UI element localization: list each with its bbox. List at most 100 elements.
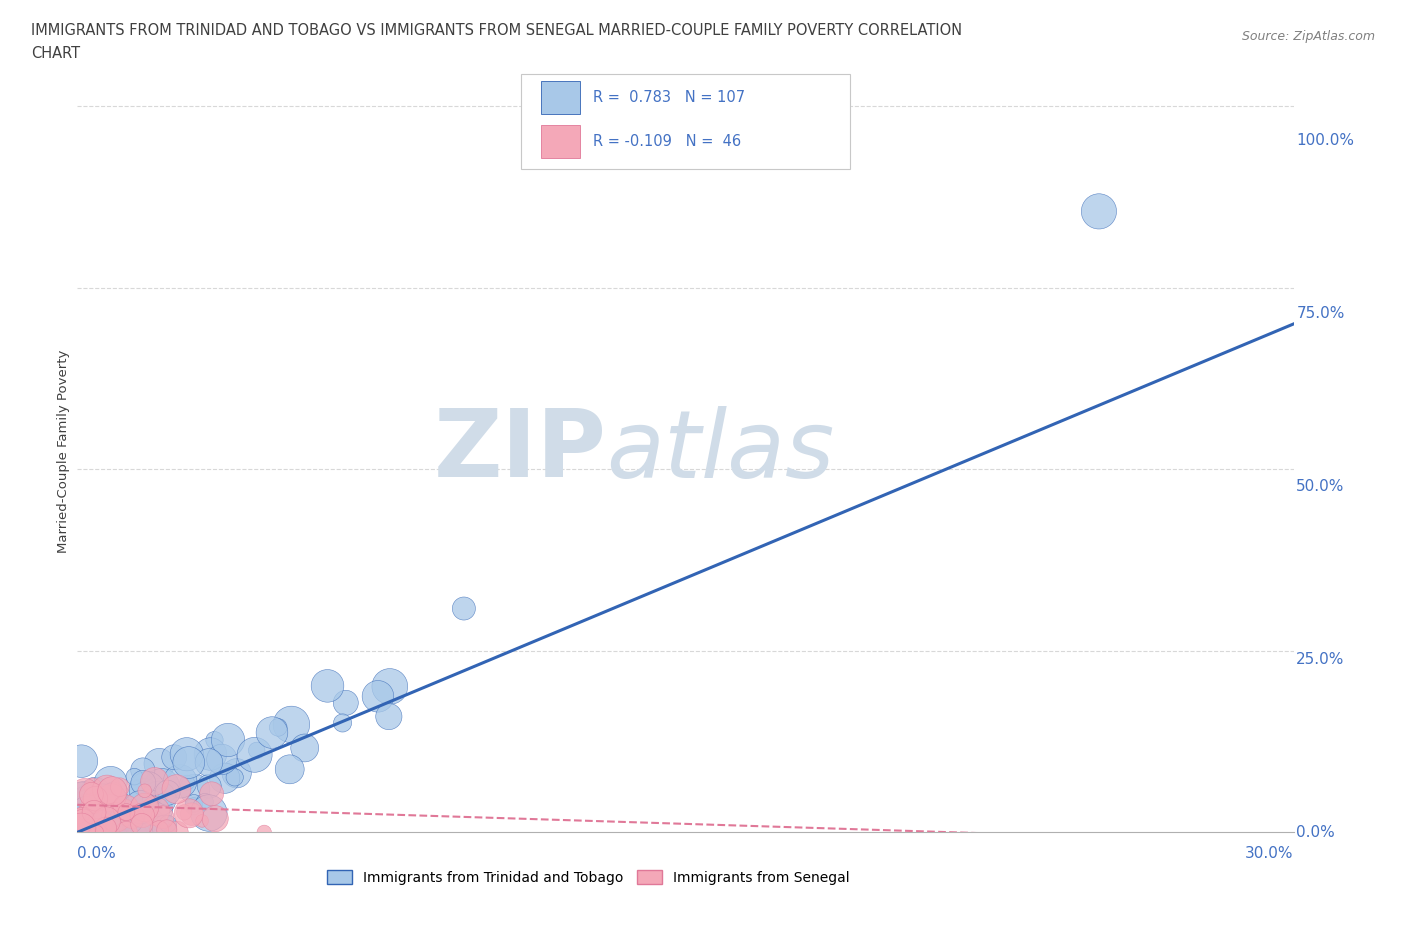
Point — [280, 717, 302, 732]
Point — [134, 800, 156, 815]
Point — [118, 804, 141, 818]
Point — [153, 820, 176, 835]
Point — [110, 791, 132, 806]
Point — [86, 825, 108, 840]
Point — [84, 791, 107, 806]
Point — [224, 770, 246, 785]
Point — [86, 822, 108, 837]
Point — [72, 814, 94, 829]
Point — [148, 803, 170, 817]
Point — [378, 709, 401, 724]
Point — [75, 805, 97, 820]
Point — [108, 779, 131, 794]
Point — [332, 715, 354, 730]
Text: 0.0%: 0.0% — [1296, 825, 1336, 840]
Point — [146, 819, 169, 834]
Point — [197, 805, 219, 820]
Point — [86, 825, 108, 840]
Point — [294, 740, 316, 755]
Point — [93, 825, 115, 840]
FancyBboxPatch shape — [541, 125, 579, 158]
Text: R =  0.783   N = 107: R = 0.783 N = 107 — [593, 90, 745, 105]
Point — [148, 791, 170, 806]
Point — [225, 765, 247, 780]
Point — [70, 825, 93, 840]
Point — [101, 825, 124, 840]
Point — [86, 817, 108, 832]
Point — [253, 825, 276, 840]
Point — [70, 792, 93, 807]
Point — [73, 788, 96, 803]
Text: CHART: CHART — [31, 46, 80, 61]
Text: 50.0%: 50.0% — [1296, 479, 1344, 494]
Point — [83, 825, 105, 840]
Point — [194, 794, 217, 809]
Point — [152, 810, 174, 825]
Point — [70, 825, 93, 840]
Point — [267, 720, 290, 735]
Point — [204, 733, 226, 748]
Point — [201, 787, 224, 802]
Point — [114, 801, 136, 816]
Text: 75.0%: 75.0% — [1296, 306, 1344, 321]
FancyBboxPatch shape — [522, 73, 849, 169]
Point — [200, 747, 222, 762]
Point — [80, 792, 103, 807]
Point — [131, 817, 153, 832]
Point — [143, 774, 166, 789]
Point — [217, 733, 239, 748]
Point — [134, 783, 156, 798]
Point — [150, 778, 173, 793]
Point — [148, 756, 170, 771]
Point — [156, 822, 179, 837]
Point — [115, 804, 138, 819]
Point — [169, 774, 191, 789]
Point — [173, 805, 195, 820]
Point — [72, 825, 94, 840]
Point — [176, 747, 198, 762]
Point — [107, 825, 129, 840]
Point — [70, 810, 93, 825]
Point — [82, 779, 104, 794]
Point — [108, 825, 131, 840]
Point — [156, 785, 179, 800]
Text: R = -0.109   N =  46: R = -0.109 N = 46 — [593, 134, 741, 149]
Point — [70, 820, 93, 835]
Point — [105, 803, 128, 817]
Point — [165, 782, 187, 797]
Point — [1088, 204, 1111, 219]
Point — [335, 696, 357, 711]
Point — [177, 755, 200, 770]
Point — [87, 825, 110, 840]
Point — [278, 762, 301, 777]
Point — [246, 743, 269, 758]
Point — [101, 783, 124, 798]
Point — [77, 799, 100, 814]
Point — [176, 776, 198, 790]
Point — [183, 799, 205, 814]
Point — [66, 808, 89, 823]
Point — [316, 679, 339, 694]
Point — [183, 796, 205, 811]
Point — [132, 789, 155, 804]
Y-axis label: Married-Couple Family Poverty: Married-Couple Family Poverty — [58, 350, 70, 552]
Point — [367, 689, 389, 704]
Point — [73, 786, 96, 801]
Point — [83, 805, 105, 820]
Point — [98, 825, 121, 840]
Point — [89, 816, 111, 830]
Point — [77, 809, 100, 824]
Point — [243, 748, 266, 763]
Point — [378, 679, 401, 694]
Point — [94, 820, 117, 835]
Point — [82, 790, 104, 804]
Point — [129, 800, 152, 815]
Point — [115, 825, 138, 840]
Point — [73, 791, 96, 806]
Point — [132, 763, 155, 777]
Point — [84, 825, 107, 840]
Point — [214, 771, 236, 786]
Text: 25.0%: 25.0% — [1296, 652, 1344, 667]
Text: atlas: atlas — [606, 405, 835, 497]
Point — [163, 750, 186, 764]
